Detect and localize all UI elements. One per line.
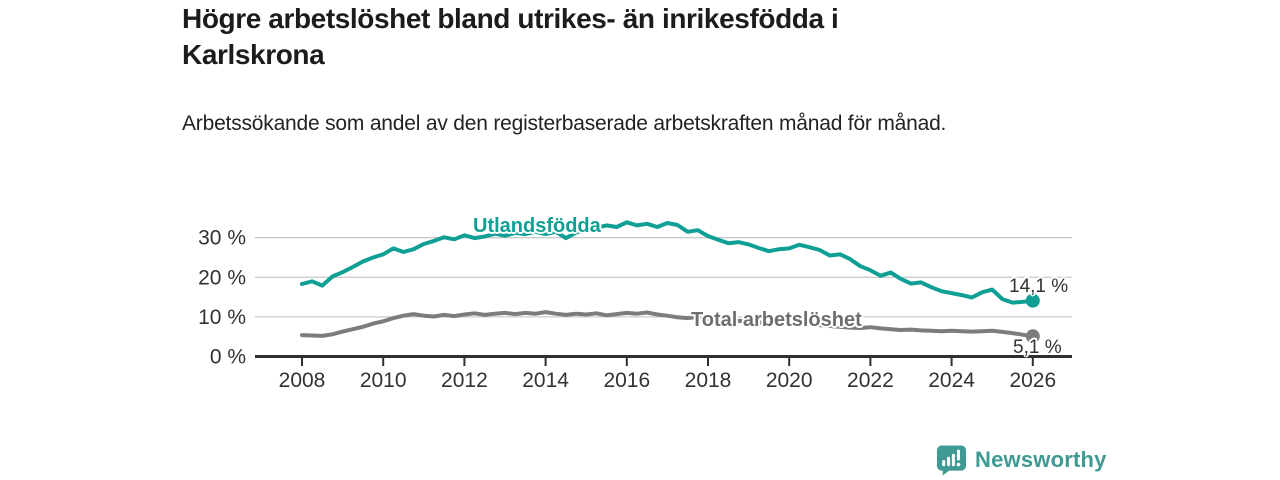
x-tick-label: 2014 [522, 369, 569, 392]
y-tick-label: 20 % [198, 266, 246, 289]
series-line-total-arbetsloshet [300, 310, 1035, 339]
x-tick-label: 2018 [685, 369, 732, 392]
x-tick-label: 2022 [847, 369, 894, 392]
series-label-total-arbetsloshet: Total arbetslöshet [691, 309, 862, 331]
x-tick-label: 2010 [360, 369, 407, 392]
newsworthy-brand-text: Newsworthy [975, 447, 1107, 472]
chart-title: Högre arbetslöshet bland utrikes- än inr… [182, 3, 839, 70]
x-tick-label: 2008 [279, 369, 326, 392]
x-tick-label: 2020 [766, 369, 813, 392]
series-line-utlandsfodda [300, 220, 1035, 305]
end-value-label-utlandsfodda: 14,1 % [1009, 276, 1069, 297]
end-value-label-total-arbetsloshet: 5,1 % [1013, 337, 1062, 358]
y-tick-label: 10 % [198, 306, 246, 329]
x-tick-label: 2024 [928, 369, 975, 392]
chart-subtitle: Arbetssökande som andel av den registerb… [182, 112, 947, 135]
x-tick-label: 2016 [603, 369, 650, 392]
newsworthy-logo-icon [936, 445, 967, 476]
y-tick-label: 30 % [198, 227, 246, 250]
x-tick-label: 2026 [1009, 369, 1056, 392]
x-tick-label: 2012 [441, 369, 488, 392]
end-dot-total-arbetsloshet [1025, 329, 1040, 344]
series-label-utlandsfodda: Utlandsfödda [473, 215, 601, 237]
y-tick-label: 0 % [210, 346, 246, 369]
newsworthy-brand: Newsworthy [936, 444, 1107, 476]
end-dot-utlandsfodda [1025, 293, 1040, 308]
